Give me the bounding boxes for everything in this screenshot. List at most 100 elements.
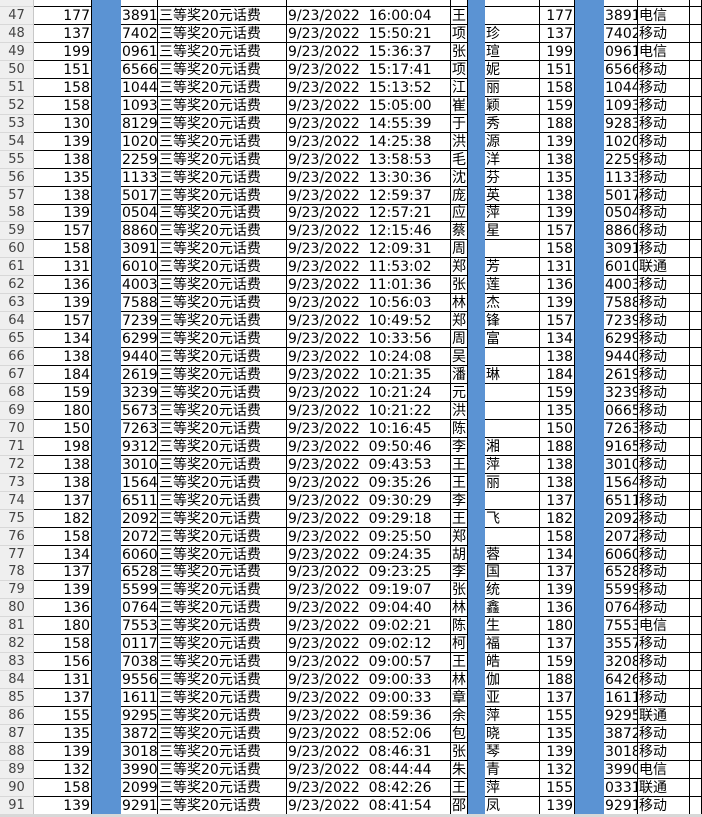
phone-suffix-cell[interactable]: 7038 (121, 653, 158, 672)
phone2-prefix-cell[interactable]: 132 (540, 760, 575, 779)
surname-cell[interactable]: 项 (451, 24, 468, 43)
datetime-cell[interactable]: 9/23/2022 15:50:21 (287, 24, 451, 43)
prize-cell[interactable]: 三等奖20元话费 (158, 330, 287, 349)
row-header[interactable]: 79 (0, 581, 34, 600)
prize-cell[interactable] (158, 0, 287, 7)
phone-suffix-cell[interactable]: 0117 (121, 635, 158, 654)
phone-suffix-cell[interactable]: 7553 (121, 617, 158, 636)
empty-cell[interactable] (690, 240, 702, 259)
phone-prefix-cell[interactable]: 150 (34, 419, 92, 438)
phone-prefix-cell[interactable]: 139 (34, 294, 92, 313)
phone2-suffix-cell[interactable]: 2619 (604, 366, 638, 384)
carrier-cell[interactable]: 移动 (638, 689, 690, 708)
phone-prefix-cell[interactable]: 151 (34, 60, 92, 79)
carrier-cell[interactable]: 联通 (638, 258, 690, 277)
surname-cell[interactable]: 郑 (451, 527, 468, 546)
phone-prefix-cell[interactable]: 180 (34, 401, 92, 420)
row-header[interactable]: 72 (0, 455, 34, 474)
given-name-cell[interactable]: 飞 (485, 509, 540, 528)
carrier-cell[interactable]: 移动 (638, 581, 690, 600)
datetime-cell[interactable]: 9/23/2022 10:49:52 (287, 312, 451, 331)
phone-prefix-cell[interactable]: 137 (34, 24, 92, 43)
phone-suffix-cell[interactable]: 9295 (121, 707, 158, 726)
prize-cell[interactable]: 三等奖20元话费 (158, 168, 287, 187)
prize-cell[interactable]: 三等奖20元话费 (158, 707, 287, 726)
phone2-suffix-cell[interactable] (604, 0, 638, 7)
row-header[interactable]: 61 (0, 258, 34, 277)
given-name-cell[interactable]: 萍 (485, 455, 540, 474)
prize-cell[interactable]: 三等奖20元话费 (158, 671, 287, 690)
datetime-cell[interactable]: 9/23/2022 09:02:21 (287, 617, 451, 636)
row-header[interactable]: 83 (0, 653, 34, 672)
given-name-cell[interactable] (485, 348, 540, 367)
empty-cell[interactable] (690, 473, 702, 492)
row-header[interactable]: 66 (0, 348, 34, 367)
empty-cell[interactable] (690, 455, 702, 474)
row-header[interactable]: 57 (0, 186, 34, 205)
row-header[interactable]: 85 (0, 689, 34, 708)
phone-suffix-cell[interactable]: 7239 (121, 312, 158, 331)
phone-suffix-cell[interactable]: 6299 (121, 330, 158, 349)
carrier-cell[interactable]: 移动 (638, 599, 690, 618)
empty-cell[interactable] (690, 186, 702, 205)
phone2-suffix-cell[interactable]: 7239 (604, 312, 638, 331)
row-header[interactable]: 58 (0, 204, 34, 223)
phone2-prefix-cell[interactable]: 158 (540, 527, 575, 546)
datetime-cell[interactable]: 9/23/2022 09:00:33 (287, 689, 451, 708)
phone-suffix-cell[interactable]: 1044 (121, 78, 158, 97)
given-name-cell[interactable]: 皓 (485, 653, 540, 672)
datetime-cell[interactable]: 9/23/2022 09:35:26 (287, 473, 451, 492)
given-name-cell[interactable] (485, 401, 540, 420)
phone2-suffix-cell[interactable]: 2072 (604, 527, 638, 546)
prize-cell[interactable]: 三等奖20元话费 (158, 150, 287, 169)
row-header[interactable]: 59 (0, 222, 34, 241)
datetime-cell[interactable]: 9/23/2022 16:00:04 (287, 7, 451, 25)
carrier-cell[interactable]: 移动 (638, 635, 690, 654)
phone2-suffix-cell[interactable]: 9283 (604, 114, 638, 133)
carrier-cell[interactable]: 移动 (638, 24, 690, 43)
prize-cell[interactable]: 三等奖20元话费 (158, 204, 287, 223)
phone-suffix-cell[interactable]: 8129 (121, 114, 158, 133)
phone-suffix-cell[interactable]: 5017 (121, 186, 158, 205)
prize-cell[interactable]: 三等奖20元话费 (158, 778, 287, 797)
phone2-suffix-cell[interactable]: 3990 (604, 760, 638, 779)
given-name-cell[interactable]: 萍 (485, 707, 540, 726)
phone-prefix-cell[interactable]: 136 (34, 276, 92, 295)
phone-prefix-cell[interactable]: 184 (34, 366, 92, 384)
datetime-cell[interactable]: 9/23/2022 14:25:38 (287, 132, 451, 151)
prize-cell[interactable]: 三等奖20元话费 (158, 509, 287, 528)
phone2-prefix-cell[interactable]: 136 (540, 276, 575, 295)
phone-suffix-cell[interactable]: 9312 (121, 437, 158, 456)
given-name-cell[interactable]: 凤 (485, 796, 540, 815)
given-name-cell[interactable]: 琳 (485, 366, 540, 384)
given-name-cell[interactable]: 秀 (485, 114, 540, 133)
row-header[interactable]: 73 (0, 473, 34, 492)
row-header[interactable]: 49 (0, 42, 34, 61)
carrier-cell[interactable]: 移动 (638, 60, 690, 79)
phone-suffix-cell[interactable]: 1093 (121, 96, 158, 115)
empty-cell[interactable] (690, 545, 702, 564)
empty-cell[interactable] (690, 527, 702, 546)
row-header[interactable]: 78 (0, 563, 34, 582)
carrier-cell[interactable]: 移动 (638, 294, 690, 313)
phone2-prefix-cell[interactable]: 182 (540, 509, 575, 528)
given-name-cell[interactable]: 萍 (485, 778, 540, 797)
phone-prefix-cell[interactable]: 158 (34, 78, 92, 97)
datetime-cell[interactable]: 9/23/2022 10:21:35 (287, 366, 451, 384)
phone2-suffix-cell[interactable]: 1093 (604, 96, 638, 115)
phone-suffix-cell[interactable]: 2099 (121, 778, 158, 797)
prize-cell[interactable]: 三等奖20元话费 (158, 132, 287, 151)
phone2-suffix-cell[interactable]: 6299 (604, 330, 638, 349)
phone2-prefix-cell[interactable]: 137 (540, 689, 575, 708)
phone2-prefix-cell[interactable]: 138 (540, 455, 575, 474)
prize-cell[interactable]: 三等奖20元话费 (158, 419, 287, 438)
datetime-cell[interactable]: 9/23/2022 10:24:08 (287, 348, 451, 367)
phone2-prefix-cell[interactable]: 138 (540, 473, 575, 492)
phone-prefix-cell[interactable]: 136 (34, 599, 92, 618)
empty-cell[interactable] (690, 635, 702, 654)
prize-cell[interactable]: 三等奖20元话费 (158, 599, 287, 618)
prize-cell[interactable]: 三等奖20元话费 (158, 563, 287, 582)
phone2-suffix-cell[interactable]: 0665 (604, 401, 638, 420)
surname-cell[interactable]: 王 (451, 455, 468, 474)
carrier-cell[interactable]: 移动 (638, 348, 690, 367)
